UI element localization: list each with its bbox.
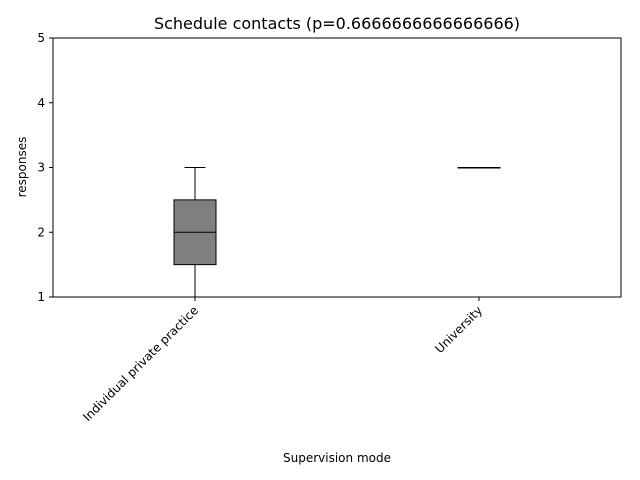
axes-frame	[52, 37, 622, 298]
y-tick-label: 5	[37, 31, 45, 45]
y-axis-label: responses	[15, 137, 29, 198]
x-tick-label: Individual private practice	[80, 303, 201, 424]
y-tick-label: 1	[37, 290, 45, 304]
x-axis-label: Supervision mode	[283, 451, 391, 465]
y-tick-label: 3	[37, 161, 45, 175]
plot-area: 1 2 3 4 5 Individual private practice Universi…	[37, 31, 622, 424]
x-tick-label: University	[432, 303, 485, 356]
chart-title: Schedule contacts (p=0.6666666666666666)	[154, 14, 520, 33]
y-tick-label: 4	[37, 96, 45, 110]
y-tick-label: 2	[37, 225, 45, 239]
